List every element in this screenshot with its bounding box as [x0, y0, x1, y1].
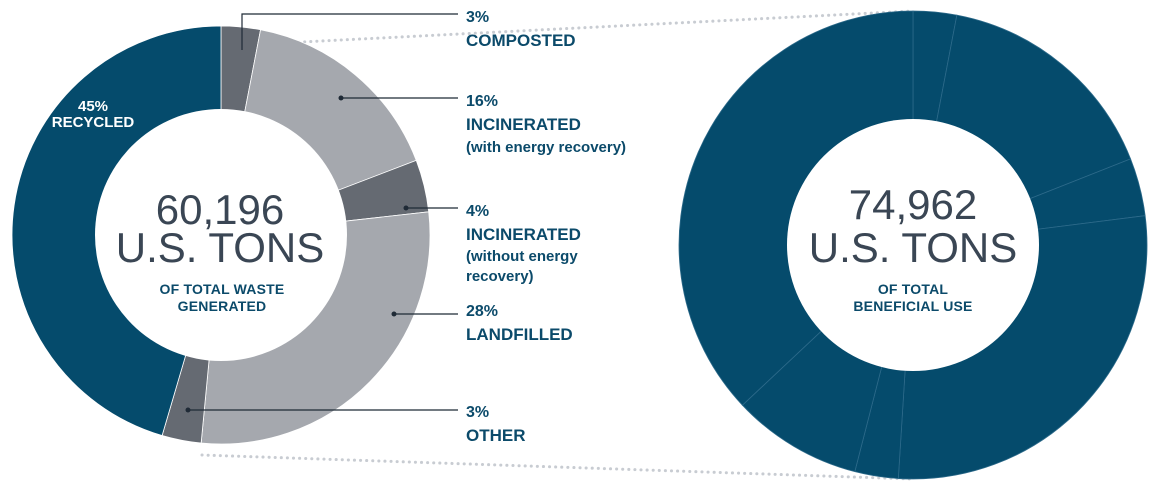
right-center-caption-1: OF TOTAL [878, 281, 949, 297]
left-center-caption-2: GENERATED [178, 298, 267, 314]
left-center-value: 60,196 [156, 186, 284, 233]
slice-label-composted: 3% COMPOSTED [466, 9, 576, 50]
slice-label-incinerated-no-energy-pct: 4% [466, 203, 489, 220]
slice-label-incinerated-energy-name: INCINERATED [466, 115, 581, 134]
connector-bottom [200, 453, 915, 481]
slice-label-incinerated-energy-sub: (with energy recovery) [466, 139, 626, 156]
slice-label-composted-pct: 3% [466, 9, 489, 26]
slice-label-incinerated-energy: 16% INCINERATED (with energy recovery) [466, 93, 626, 156]
slice-label-incinerated-no-energy-sub-2: recovery) [466, 268, 534, 285]
slice-label-other-name: OTHER [466, 426, 526, 445]
connector-dotted-lines [200, 9, 915, 481]
slice-label-landfilled: 28% LANDFILLED [466, 303, 573, 344]
slice-label-landfilled-pct: 28% [466, 303, 498, 320]
slice-label-incinerated-energy-pct: 16% [466, 93, 498, 110]
leader-dot-other [185, 407, 191, 413]
right-donut-hole [787, 119, 1039, 371]
slice-label-incinerated-no-energy: 4% INCINERATED (without energy recovery) [466, 203, 581, 285]
leader-dot-landfilled [391, 311, 397, 317]
leader-dot-incinerated-no-energy [403, 205, 409, 211]
slice-label-recycled-pct: 45% [78, 98, 108, 115]
slice-label-composted-name: COMPOSTED [466, 31, 576, 50]
left-donut-hole [95, 109, 347, 361]
slice-label-landfilled-name: LANDFILLED [466, 325, 573, 344]
slice-label-recycled-name: RECYCLED [52, 114, 135, 131]
left-center-caption-1: OF TOTAL WASTE [160, 281, 285, 297]
connector-top [260, 9, 915, 46]
slice-label-other-pct: 3% [466, 404, 489, 421]
right-center-value: 74,962 [849, 181, 977, 228]
right-center-unit: U.S. TONS [809, 224, 1018, 271]
leader-lines [185, 13, 458, 413]
slice-label-incinerated-no-energy-name: INCINERATED [466, 225, 581, 244]
leader-dot-incinerated-energy [338, 95, 344, 101]
left-center-unit: U.S. TONS [116, 224, 325, 271]
right-center-caption-2: BENEFICIAL USE [853, 298, 972, 314]
slice-label-other: 3% OTHER [466, 404, 526, 445]
leader-composted [241, 13, 458, 50]
slice-label-incinerated-no-energy-sub-1: (without energy [466, 248, 578, 265]
